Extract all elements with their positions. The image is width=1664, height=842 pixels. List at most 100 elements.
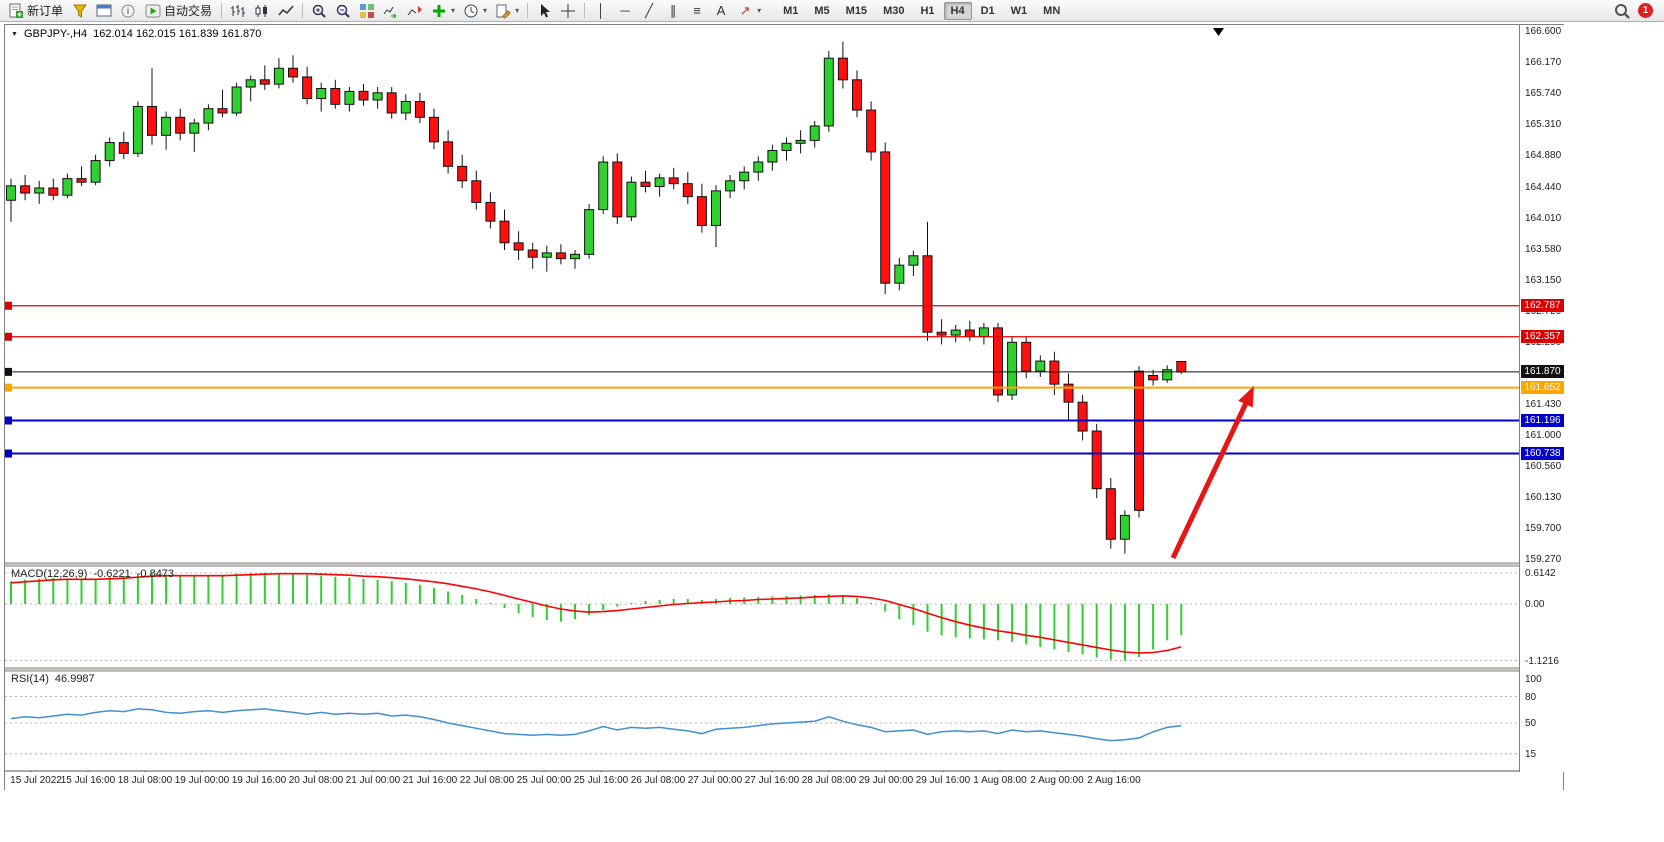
auto-scroll-button[interactable] (379, 1, 403, 21)
timeframe-m15-button[interactable]: M15 (845, 4, 868, 17)
collapse-triangle-icon[interactable]: ▼ (11, 30, 18, 38)
autotrading-button[interactable]: 自动交易 (140, 1, 217, 21)
time-axis-label: 27 Jul 00:00 (687, 775, 743, 786)
chart-symbol-period: GBPJPY-,H4 (23, 28, 88, 40)
trendline-button[interactable]: ╱ (637, 1, 661, 21)
chart-ohlc-values: 162.014 162.015 161.839 161.870 (93, 28, 262, 40)
price-axis-label: 163.150 (1525, 274, 1562, 286)
autotrading-icon (145, 4, 161, 17)
navigator-button[interactable]: i (116, 1, 140, 21)
arrows-tool-button[interactable]: ↗ ▾ (733, 1, 765, 21)
indicators-plus-icon (433, 4, 446, 17)
price-axis-label: 165.740 (1525, 87, 1562, 99)
price-axis-label: 163.580 (1525, 243, 1562, 255)
zoom-in-button[interactable] (307, 1, 331, 21)
candlestick-chart-button[interactable] (250, 1, 274, 21)
timeframe-mn-button[interactable]: MN (1043, 4, 1061, 17)
time-axis-label: 2 Aug 00:00 (1030, 775, 1084, 786)
chart-window: ▼ GBPJPY-,H4 162.014 162.015 161.839 161… (4, 24, 1564, 790)
rsi-axis-label: 50 (1525, 718, 1537, 729)
timeframe-m30-button[interactable]: M30 (883, 4, 905, 17)
time-axis-label: 1 Aug 08:00 (973, 775, 1027, 786)
text-tool-button[interactable]: A (709, 1, 733, 21)
auto-scroll-icon (383, 6, 397, 18)
info-circle-icon: i (121, 4, 135, 17)
toolbar-right: 1 (1614, 3, 1661, 19)
cursor-button[interactable] (532, 1, 556, 21)
price-axis-label: 164.440 (1525, 181, 1562, 193)
timeframe-h1-button[interactable]: H1 (920, 4, 935, 17)
channel-icon: ∥ (669, 2, 677, 18)
dropdown-caret-icon: ▾ (451, 6, 456, 15)
price-axis-label: 161.000 (1525, 429, 1562, 441)
rsi-label: RSI(14) 46.9987 (11, 673, 95, 685)
price-axis[interactable]: 166.600 166.170 165.740 165.310 164.880 164.4… (1519, 25, 1564, 772)
price-axis-label: 164.880 (1525, 149, 1562, 161)
template-icon (496, 4, 511, 19)
price-axis-label: 165.310 (1525, 118, 1562, 130)
time-axis-label: 25 Jul 00:00 (516, 775, 572, 786)
time-axis-label: 29 Jul 00:00 (858, 775, 914, 786)
clock-icon (464, 4, 478, 17)
price-axis-label: 166.170 (1525, 56, 1562, 68)
dropdown-caret-icon: ▾ (757, 6, 762, 15)
time-axis-label: 20 Jul 08:00 (288, 775, 344, 786)
time-axis-label: 25 Jul 16:00 (573, 775, 629, 786)
toolbar-separator (584, 3, 586, 18)
rsi-axis-label: 80 (1525, 691, 1537, 703)
new-order-label: 新订单 (27, 4, 64, 18)
chart-canvas[interactable] (5, 25, 1563, 789)
time-axis[interactable]: 15 Jul 2022 15 Jul 16:00 18 Jul 08:00 19 Ju… (5, 772, 1563, 790)
time-axis-label: 19 Jul 00:00 (174, 775, 230, 786)
price-axis-label: 164.010 (1525, 212, 1562, 224)
window-icon (96, 4, 112, 16)
time-axis-label: 19 Jul 16:00 (231, 775, 287, 786)
trendline-icon: ╱ (645, 2, 653, 18)
chart-shift-icon (407, 5, 423, 15)
notification-badge[interactable]: 1 (1638, 3, 1653, 18)
bar-chart-button[interactable] (226, 1, 250, 21)
zoom-out-button[interactable] (331, 1, 355, 21)
macd-axis-label: 0.6142 (1525, 567, 1556, 579)
timeframe-group: M1 M5 M15 M30 H1 H4 D1 W1 MN (775, 1, 1068, 20)
price-level-badge: 161.870 (1521, 365, 1564, 379)
tile-windows-button[interactable] (355, 1, 379, 21)
templates-button[interactable]: ▾ (491, 1, 523, 21)
line-chart-button[interactable] (274, 1, 298, 21)
search-icon[interactable] (1614, 3, 1630, 19)
rsi-axis-label: 100 (1525, 674, 1542, 685)
time-axis-label: 21 Jul 00:00 (345, 775, 401, 786)
time-axis-label: 2 Aug 16:00 (1087, 775, 1141, 786)
time-axis-label: 27 Jul 16:00 (744, 775, 800, 786)
price-axis-label: 159.270 (1525, 554, 1562, 566)
channel-button[interactable]: ∥ (661, 1, 685, 21)
autotrading-label: 自动交易 (164, 4, 213, 18)
timeframe-w1-button[interactable]: W1 (1010, 4, 1028, 17)
timeframe-d1-button[interactable]: D1 (980, 4, 995, 17)
crosshair-button[interactable] (556, 1, 580, 21)
vertical-line-button[interactable]: │ (589, 1, 613, 21)
timeframe-h4-button[interactable]: H4 (943, 1, 972, 20)
price-level-badge: 161.196 (1521, 413, 1564, 427)
indicators-button[interactable]: ▾ (427, 1, 459, 21)
cursor-icon (541, 3, 551, 17)
price-level-badge: 162.787 (1521, 299, 1564, 313)
periods-button[interactable]: ▾ (459, 1, 491, 21)
price-level-badge: 160.738 (1521, 447, 1564, 461)
time-axis-label: 15 Jul 16:00 (60, 775, 116, 786)
candlestick-icon (255, 4, 268, 17)
data-window-button[interactable] (92, 1, 116, 21)
market-watch-button[interactable] (68, 1, 92, 21)
tile-windows-icon (360, 3, 375, 18)
fibonacci-button[interactable]: ≡ (685, 1, 709, 21)
chart-shift-button[interactable] (403, 1, 427, 21)
vertical-line-icon: │ (597, 3, 606, 18)
timeframe-m1-button[interactable]: M1 (783, 4, 799, 17)
timeframe-m5-button[interactable]: M5 (814, 4, 830, 17)
horizontal-line-button[interactable]: ─ (613, 1, 637, 21)
text-tool-icon: A (716, 3, 726, 18)
price-axis-label: 160.560 (1525, 461, 1562, 473)
toolbar-separator (302, 3, 304, 18)
time-axis-label: 22 Jul 08:00 (459, 775, 515, 786)
new-order-button[interactable]: 新订单 (3, 1, 68, 21)
